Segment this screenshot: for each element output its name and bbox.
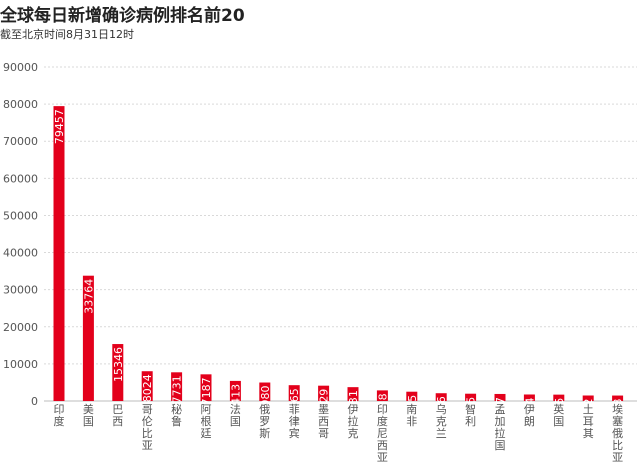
y-tick-label: 30000 xyxy=(3,284,38,297)
y-tick-label: 20000 xyxy=(3,321,38,334)
bar xyxy=(259,382,271,401)
bar xyxy=(376,390,388,401)
data-label: 5413 xyxy=(229,384,242,412)
bar xyxy=(53,106,65,401)
data-label: 8024 xyxy=(141,374,154,402)
bar xyxy=(347,387,359,401)
category-label: 孟加拉国 xyxy=(495,403,506,452)
data-label: 4265 xyxy=(288,388,301,416)
bar xyxy=(582,395,594,401)
category-label: 伊朗 xyxy=(524,403,535,428)
category-label: 美国 xyxy=(83,403,94,428)
data-label: 7187 xyxy=(200,377,213,405)
data-label: 3731 xyxy=(347,390,360,418)
data-label: 33764 xyxy=(82,279,95,314)
bar xyxy=(435,393,447,401)
data-label: 2505 xyxy=(406,395,419,423)
category-label: 土耳其 xyxy=(583,403,594,440)
data-label: 79457 xyxy=(53,109,66,144)
bar xyxy=(141,371,153,401)
y-tick-label: 40000 xyxy=(3,247,38,260)
category-label: 智利 xyxy=(465,402,476,428)
bar xyxy=(229,380,241,401)
category-label: 秘鲁 xyxy=(171,402,182,428)
y-tick-label: 10000 xyxy=(3,358,38,371)
category-label: 墨西哥 xyxy=(318,403,329,440)
bar xyxy=(612,395,624,401)
category-label: 埃塞俄比亚 xyxy=(612,402,623,464)
data-label: 2096 xyxy=(435,396,448,424)
y-tick-label: 90000 xyxy=(3,61,38,74)
category-label: 印度 xyxy=(54,403,65,428)
grid-lines xyxy=(44,66,637,402)
value-labels: 79457 33764 15346 8024 7731 7187 5413 4980 4265 4… xyxy=(53,109,625,426)
data-label: 1897 xyxy=(494,397,507,425)
chart-title: 全球每日新增确诊病例排名前20 xyxy=(0,6,245,26)
category-label: 法国 xyxy=(230,402,241,428)
y-tick-label: 60000 xyxy=(3,172,38,185)
category-label: 印度尼西亚 xyxy=(377,403,388,464)
category-label: 英国 xyxy=(553,402,564,428)
category-label: 哥伦比亚 xyxy=(142,403,153,452)
category-label: 俄罗斯 xyxy=(259,403,270,440)
data-label: 4129 xyxy=(318,389,331,417)
bar xyxy=(406,391,418,401)
bar xyxy=(200,374,212,401)
data-label: 2858 xyxy=(376,393,389,421)
category-label: 伊拉克 xyxy=(348,403,359,440)
bar xyxy=(82,275,94,401)
data-label: 1715 xyxy=(553,398,566,426)
category-label: 菲律宾 xyxy=(289,403,300,440)
y-axis-ticks: 0 10000 20000 30000 40000 50000 60000 70000 8000… xyxy=(3,61,38,408)
data-label: 7731 xyxy=(171,375,184,403)
bars xyxy=(53,106,624,401)
bar xyxy=(318,385,330,401)
y-tick-label: 50000 xyxy=(3,209,38,222)
bar xyxy=(465,393,477,401)
category-label: 阿根廷 xyxy=(201,403,212,440)
category-label: 乌克兰 xyxy=(436,402,447,440)
data-label: 4980 xyxy=(259,386,272,414)
data-label: 1965 xyxy=(465,397,478,425)
bar xyxy=(523,394,535,401)
data-label: 1482 xyxy=(582,399,595,427)
y-tick-label: 0 xyxy=(31,395,38,408)
bar xyxy=(553,394,565,401)
bar xyxy=(171,372,183,401)
chart-subtitle: 截至北京时间8月31日12时 xyxy=(0,28,134,41)
category-label: 南非 xyxy=(406,403,417,428)
bar xyxy=(288,385,300,401)
data-label: 15346 xyxy=(112,347,125,382)
y-tick-label: 80000 xyxy=(3,98,38,111)
y-tick-label: 70000 xyxy=(3,135,38,148)
data-label: 1754 xyxy=(523,397,536,425)
data-label: 1468 xyxy=(612,399,625,427)
category-label: 巴西 xyxy=(112,403,123,428)
bar xyxy=(112,344,124,401)
bar xyxy=(494,393,506,401)
